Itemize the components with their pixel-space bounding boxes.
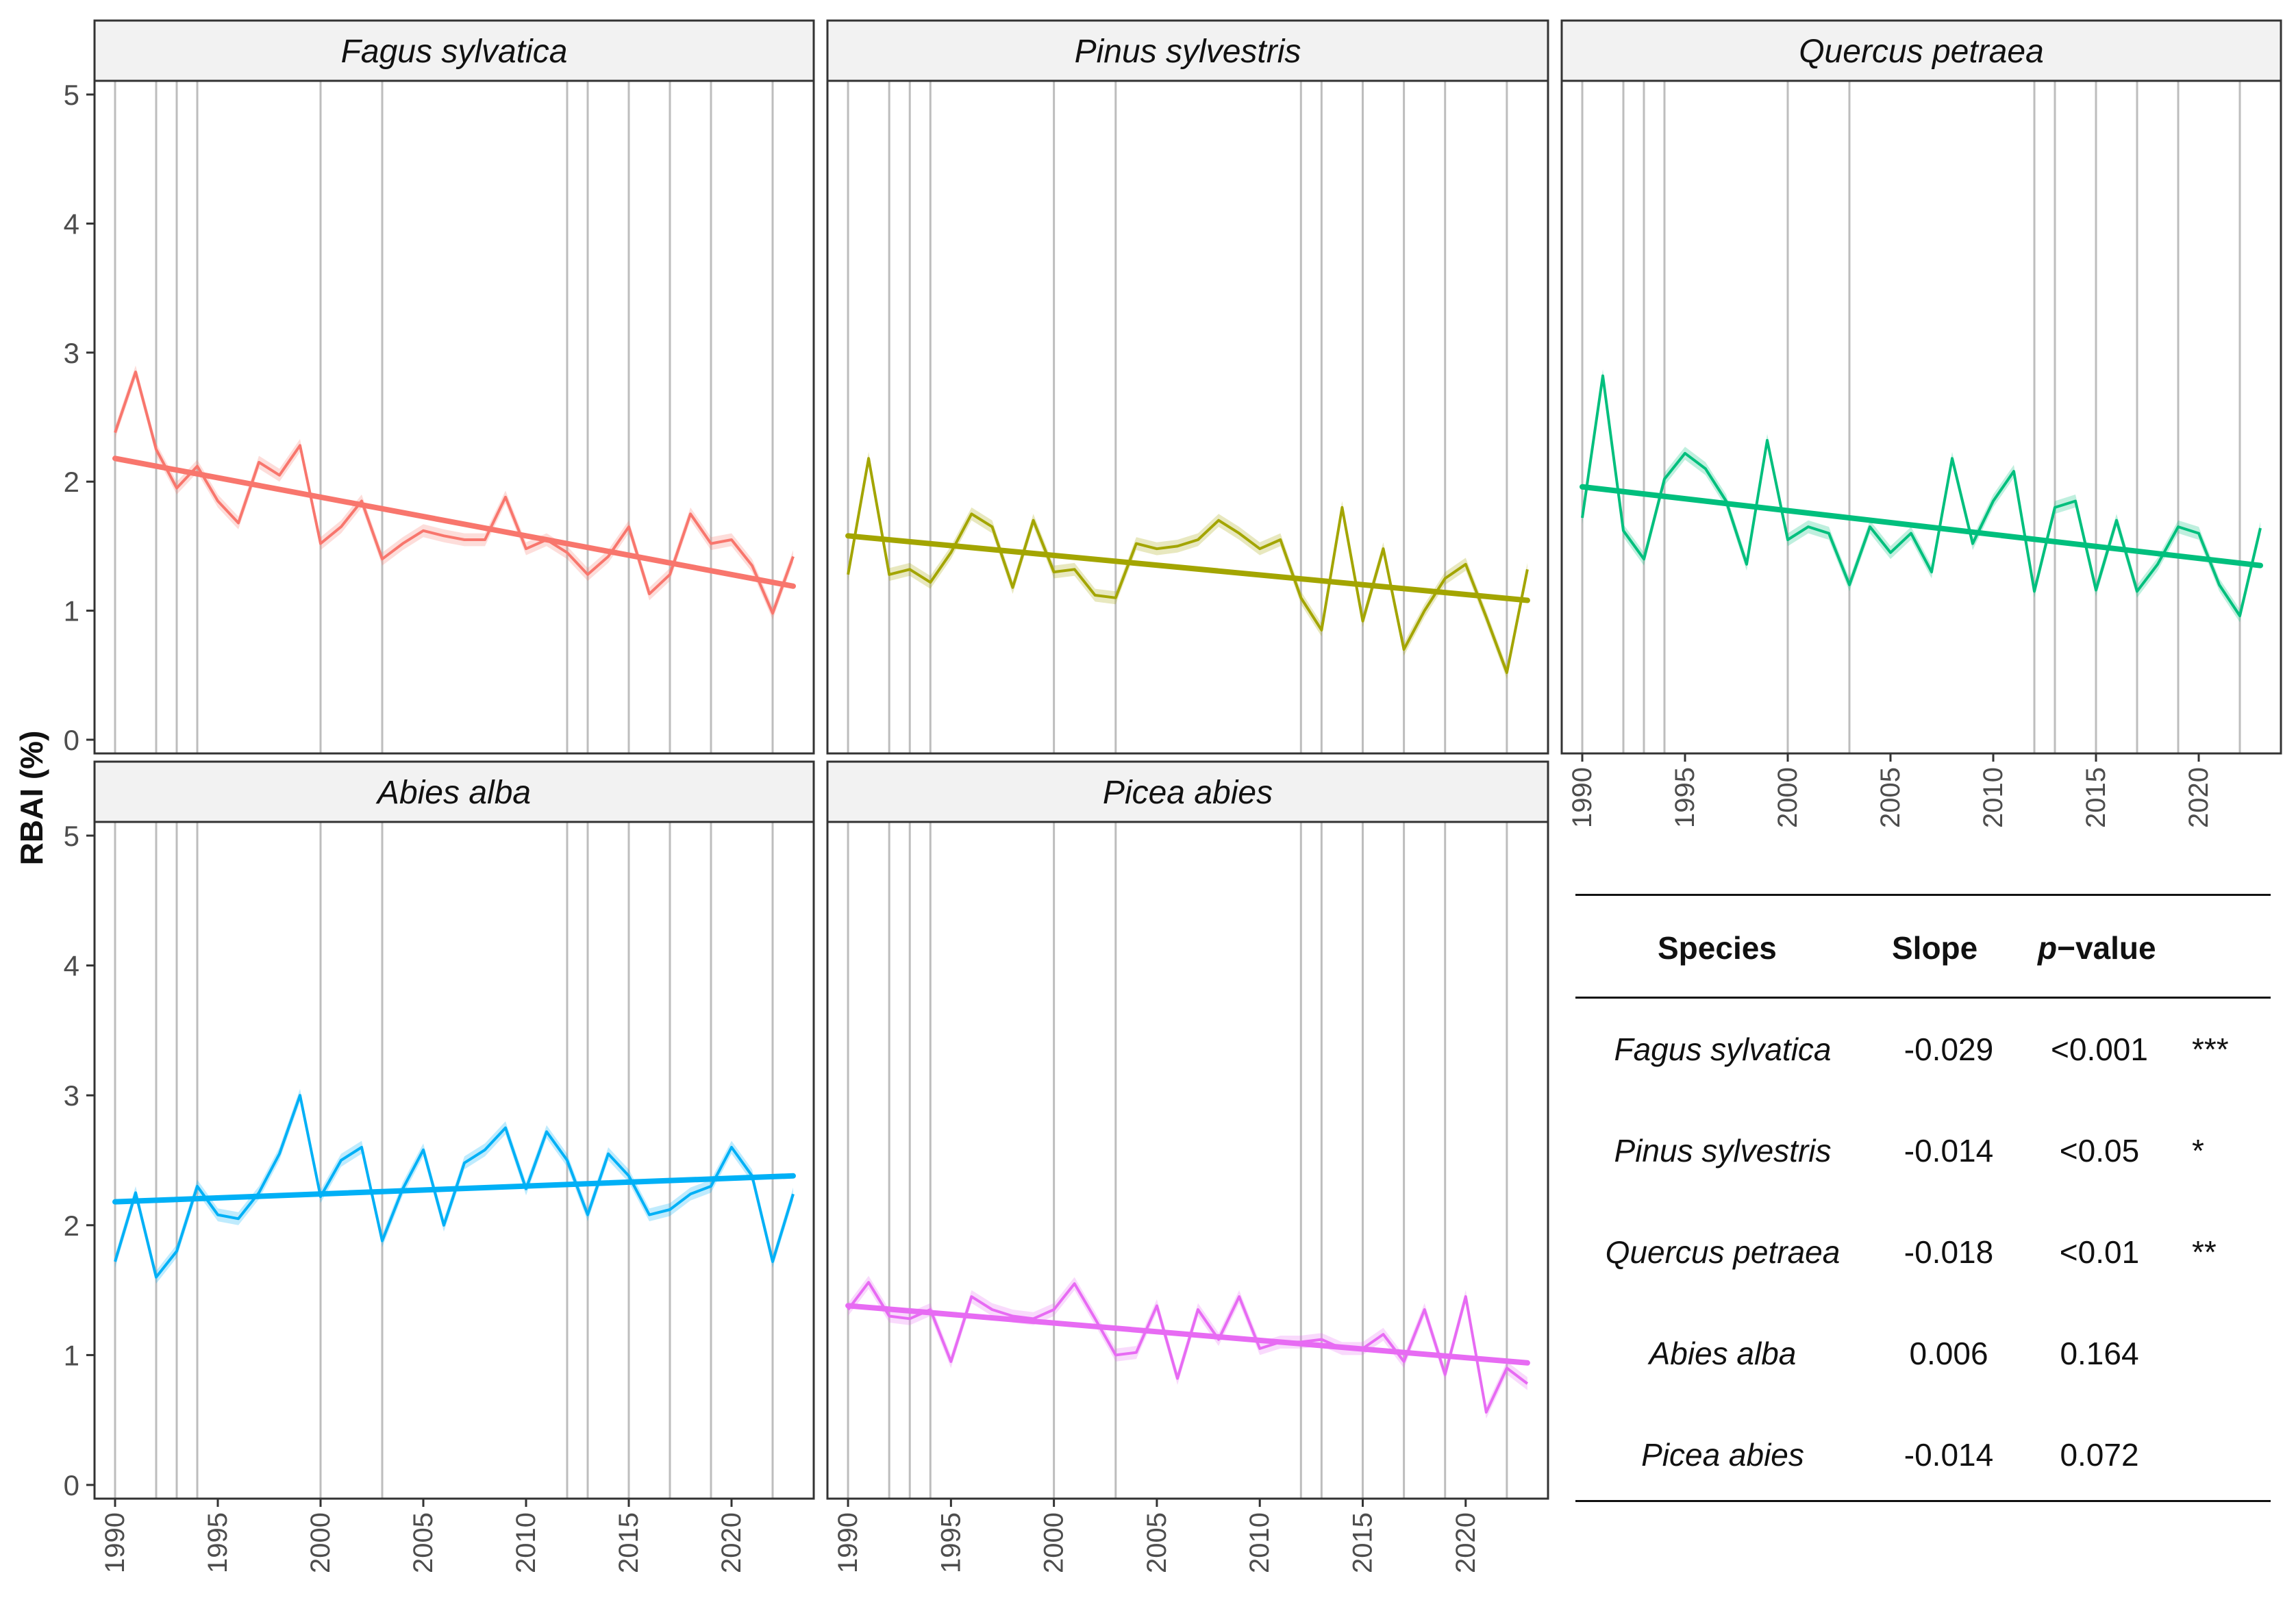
x-tick-label: 2010 [1245, 1512, 1275, 1573]
plot-area [827, 81, 1548, 753]
row-pvalue: <0.001 [2051, 1032, 2148, 1067]
header-slope: Slope [1892, 930, 1978, 966]
x-tick-label: 2015 [1347, 1512, 1377, 1573]
panel-border [93, 79, 815, 755]
y-tick-label: 5 [64, 79, 79, 111]
panel-title: Abies alba [375, 775, 531, 811]
header-species: Species [1658, 930, 1777, 966]
y-tick-label: 2 [64, 1210, 79, 1242]
trend-line [112, 455, 796, 589]
stats-table: Species Slope p−value Fagus sylvatica -0… [1575, 894, 2271, 1503]
x-tick-label: 1995 [936, 1512, 966, 1573]
x-tick-label: 2015 [2081, 767, 2111, 828]
header-pvalue-rest: −value [2057, 930, 2156, 966]
trend-line [112, 1173, 796, 1205]
row-pvalue: <0.05 [2059, 1133, 2140, 1168]
y-tick-label: 3 [64, 337, 79, 369]
row-species: Fagus sylvatica [1614, 1032, 1832, 1067]
panel-border [93, 821, 815, 1500]
y-tick-label: 3 [64, 1079, 79, 1112]
row-pvalue: 0.164 [2060, 1336, 2139, 1371]
trend-line [1580, 484, 2263, 568]
row-pvalue: 0.072 [2060, 1437, 2139, 1473]
y-tick-label: 5 [64, 820, 79, 852]
row-slope: -0.014 [1904, 1133, 1994, 1168]
plot-area [95, 822, 814, 1499]
panel-abies-alba: Abies alba 0 1 2 3 4 5 1990 1995 2000 2005 2010 2015… [64, 760, 815, 1573]
y-tick-label: 4 [64, 208, 79, 240]
panel-strip [93, 19, 815, 82]
row-species: Quercus petraea [1605, 1234, 1840, 1270]
x-tick-label: 2020 [716, 1512, 747, 1573]
y-tick-label: 0 [64, 724, 79, 756]
x-tick-label: 1990 [833, 1512, 863, 1573]
x-tick-label: 1995 [1670, 767, 1700, 828]
panel-pinus-sylvestris: Pinus sylvestris [826, 19, 1549, 755]
y-axis-label: RBAI (%) [14, 731, 49, 866]
panel-strip [826, 19, 1549, 82]
table-rule-top [1575, 894, 2271, 896]
x-tick-label: 1990 [1567, 767, 1597, 828]
series-ribbon [115, 365, 793, 620]
series-line [847, 1281, 1529, 1414]
x-tick-label: 2010 [511, 1512, 541, 1573]
series-line [1581, 374, 2262, 618]
panel-border [826, 821, 1549, 1500]
series-line [114, 1094, 795, 1279]
panel-picea-abies: Picea abies 1990 1995 2000 2005 2010 2015 2020 [826, 760, 1549, 1573]
trend-line [845, 533, 1530, 603]
row-slope: -0.029 [1904, 1032, 1994, 1067]
row-significance: ** [2192, 1234, 2217, 1270]
table-rule-mid [1575, 997, 2271, 999]
panel-title: Picea abies [1103, 775, 1273, 811]
header-pvalue-p: p [2038, 930, 2058, 966]
y-tick-label: 1 [64, 1339, 79, 1371]
x-tick-label: 2000 [305, 1512, 336, 1573]
plot-area [95, 81, 814, 753]
series-line [114, 371, 795, 615]
row-species: Pinus sylvestris [1614, 1133, 1832, 1168]
row-pvalue: <0.01 [2059, 1234, 2140, 1270]
panel-title: Fagus sylvatica [341, 34, 568, 70]
x-tick-label: 2015 [614, 1512, 644, 1573]
x-tick-label: 2000 [1773, 767, 1803, 828]
row-slope: 0.006 [1909, 1336, 1988, 1371]
panel-border [826, 79, 1549, 755]
plot-area [827, 822, 1548, 1499]
row-slope: -0.014 [1904, 1437, 1994, 1473]
y-tick-label: 1 [64, 595, 79, 627]
trend-line [845, 1303, 1530, 1366]
series-line [847, 457, 1529, 674]
y-tick-label: 0 [64, 1469, 79, 1501]
panel-strip [1560, 19, 2282, 82]
panel-border [1560, 79, 2282, 755]
x-tick-label: 2020 [1451, 1512, 1481, 1573]
row-species: Abies alba [1649, 1336, 1797, 1371]
x-tick-label: 2005 [408, 1512, 438, 1573]
x-tick-label: 2020 [2184, 767, 2214, 828]
y-tick-label: 2 [64, 466, 79, 498]
row-significance: * [2192, 1133, 2204, 1168]
panel-strip [826, 760, 1549, 823]
x-tick-label: 1990 [100, 1512, 130, 1573]
panel-title: Pinus sylvestris [1075, 34, 1301, 70]
row-species: Picea abies [1641, 1437, 1804, 1473]
x-tick-label: 1995 [203, 1512, 233, 1573]
panel-title: Quercus petraea [1799, 34, 2044, 70]
row-slope: -0.018 [1904, 1234, 1994, 1270]
x-tick-label: 2010 [1978, 767, 2008, 828]
header-pvalue: p−value [2038, 929, 2156, 966]
y-tick-label: 4 [64, 950, 79, 982]
x-tick-label: 2000 [1039, 1512, 1069, 1573]
x-tick-label: 2005 [1142, 1512, 1172, 1573]
plot-area [1562, 81, 2281, 753]
x-tick-label: 2005 [1875, 767, 1906, 828]
table-rule-bottom [1575, 1500, 2271, 1502]
panel-strip [93, 760, 815, 823]
panel-quercus-petraea: Quercus petraea 1990 1995 2000 2005 2010 2015 2… [1560, 19, 2282, 828]
panel-fagus-sylvatica: Fagus sylvatica 0 1 2 3 4 5 [64, 19, 815, 756]
row-significance: *** [2192, 1032, 2229, 1067]
